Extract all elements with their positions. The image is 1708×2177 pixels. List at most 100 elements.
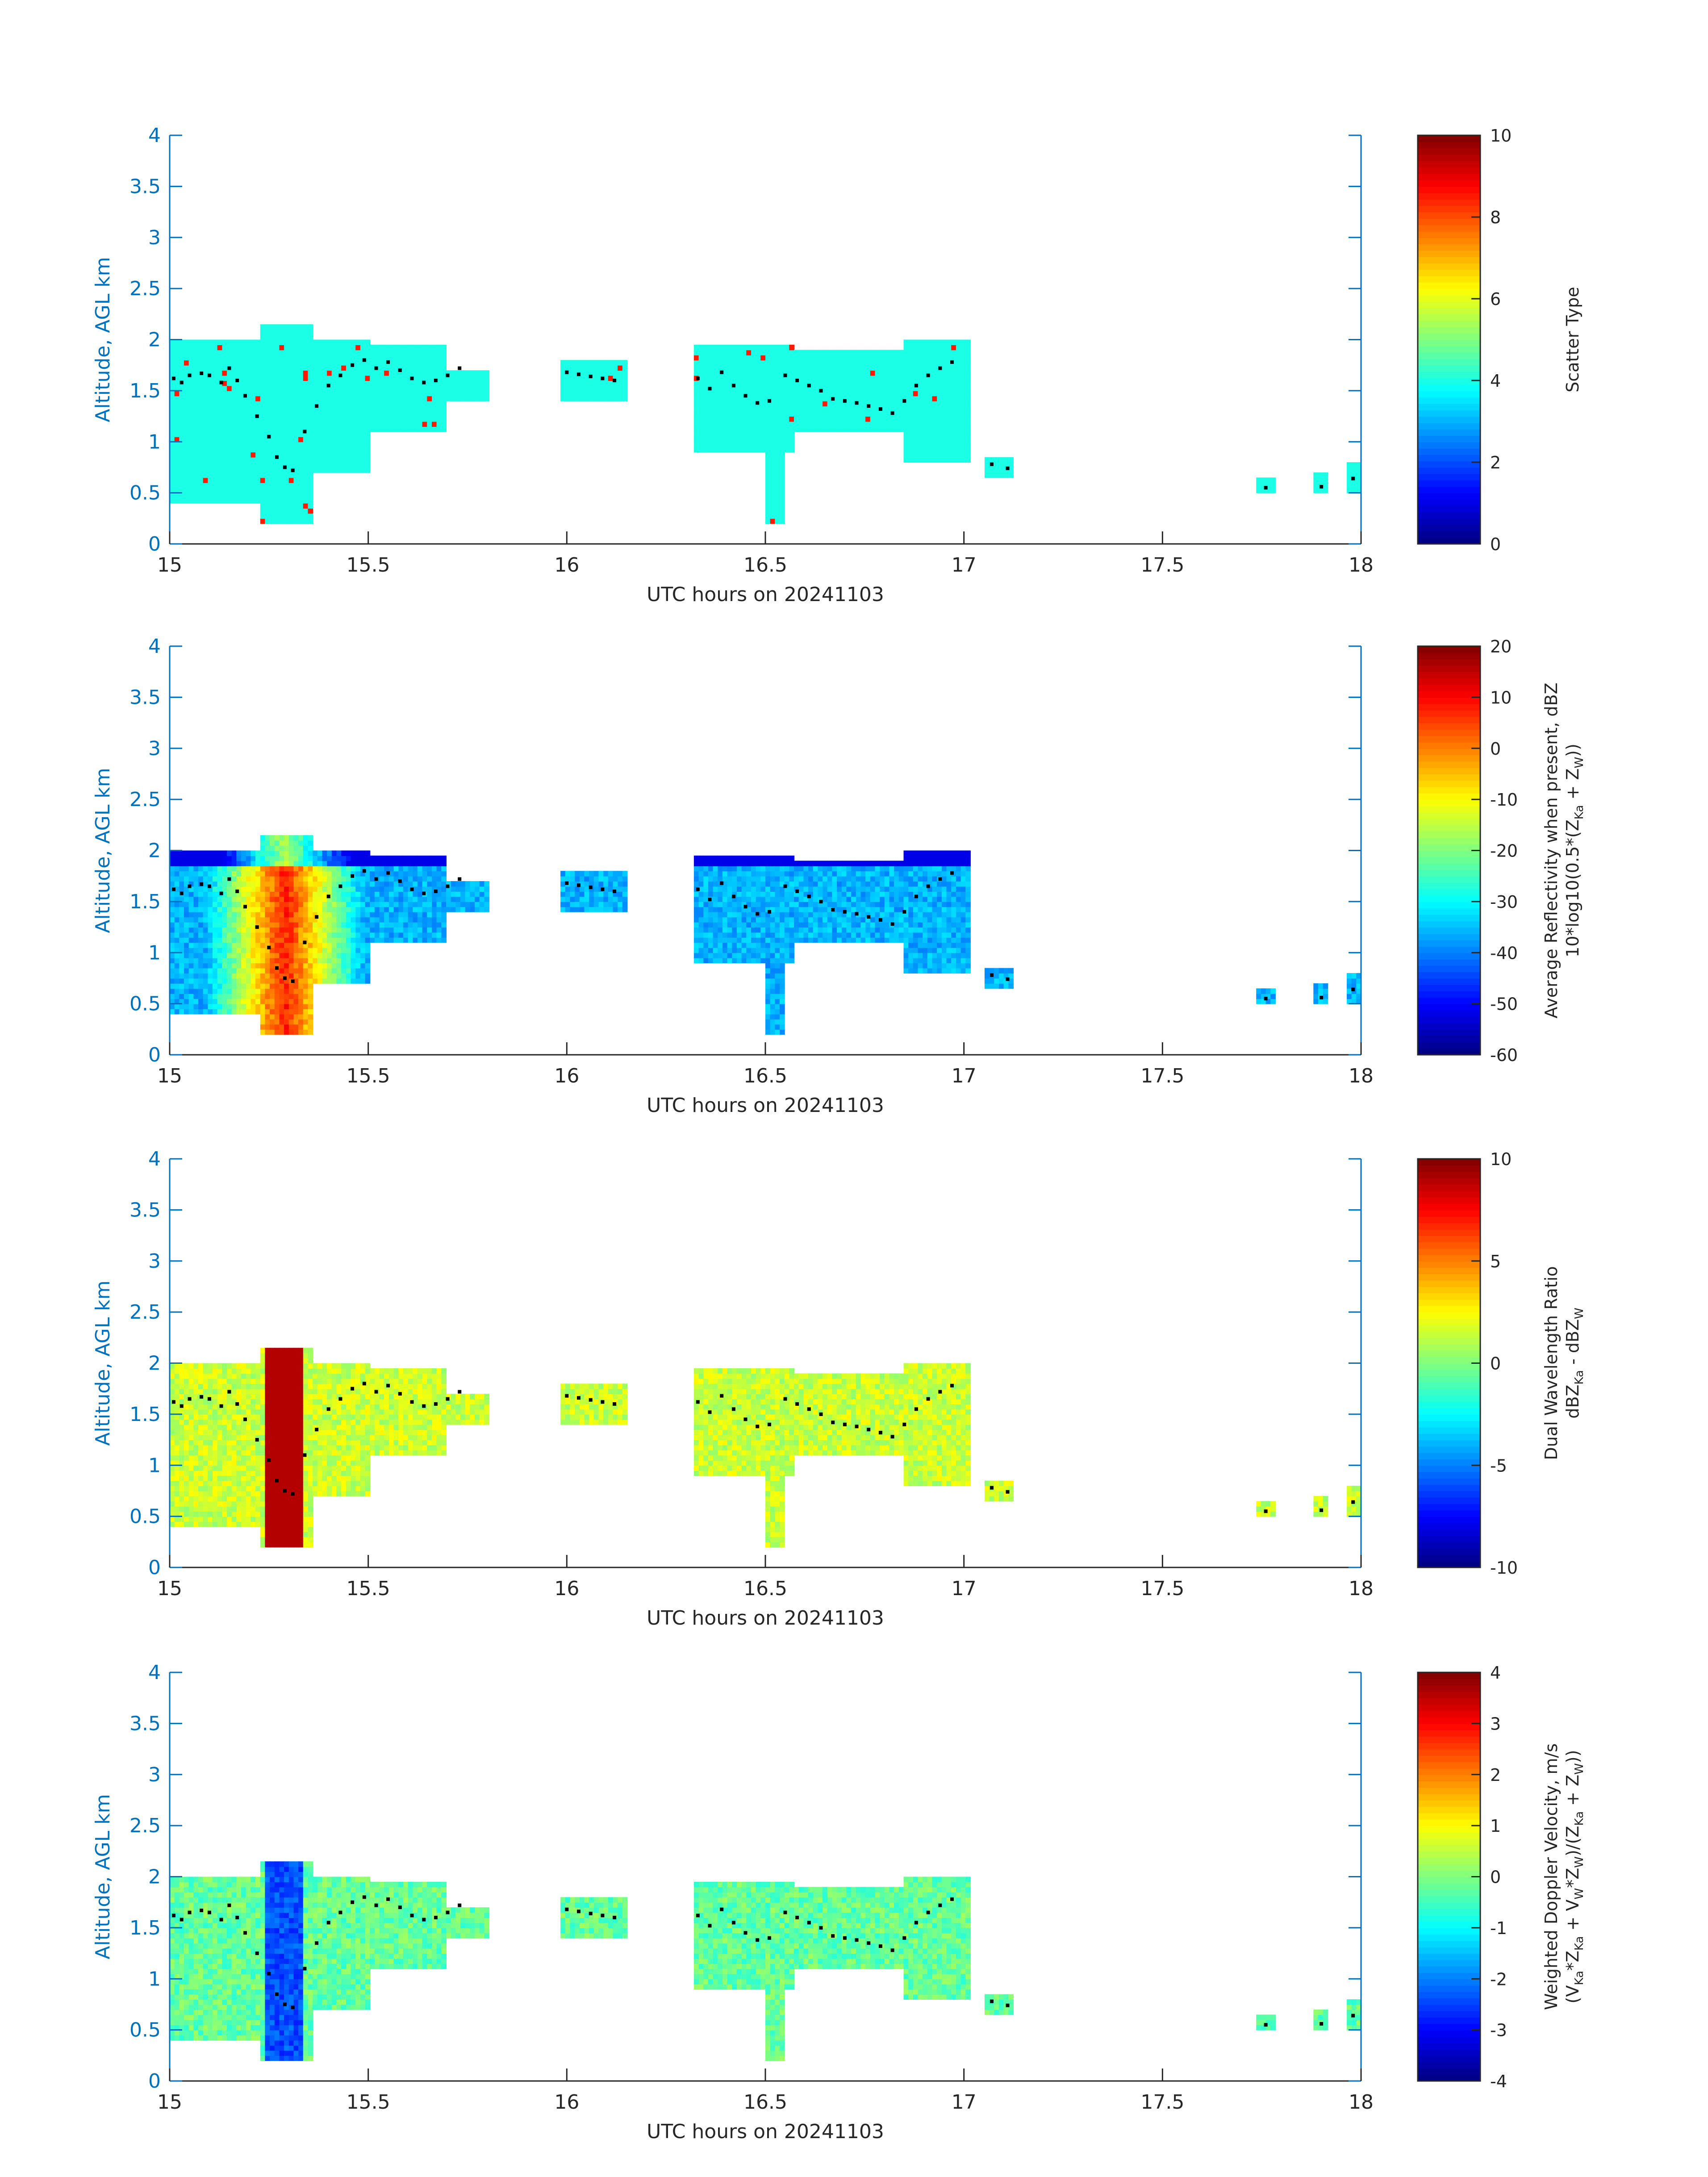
heatmap-cell (436, 911, 442, 918)
heatmap-cell (260, 978, 266, 984)
heatmap-cell (565, 871, 571, 877)
colorbar-cell (1418, 422, 1480, 430)
heatmap-cell (246, 385, 251, 391)
heatmap-cell (808, 396, 814, 401)
heatmap-cell (174, 493, 180, 498)
heatmap-cell (884, 380, 890, 386)
heatmap-cell (217, 401, 223, 407)
heatmap-cell (823, 396, 828, 401)
heatmap-cell (217, 482, 223, 489)
heatmap-cell (251, 411, 256, 417)
heatmap-cell (746, 426, 752, 432)
heatmap-cell (284, 513, 289, 519)
heatmap-cell (279, 871, 285, 877)
heatmap-cell (327, 871, 332, 877)
heatmap-cell (208, 467, 213, 473)
heatmap-cell (179, 431, 184, 437)
heatmap-cell (179, 385, 184, 391)
heatmap-cell (370, 861, 375, 866)
heatmap-cell (298, 840, 304, 846)
heatmap-cell (255, 988, 261, 994)
heatmap-cell (193, 482, 199, 489)
heatmap-cell (784, 390, 790, 397)
heatmap-cell (622, 370, 628, 376)
heatmap-cell (170, 937, 175, 943)
heatmap-cell (270, 855, 275, 861)
heatmap-cell (846, 416, 852, 422)
heatmap-cell (313, 457, 318, 463)
heatmap-cell (236, 855, 242, 861)
heatmap-cell (322, 917, 328, 923)
heatmap-cell (365, 957, 371, 964)
heatmap-cell (765, 436, 771, 443)
heatmap-cell (484, 380, 490, 386)
heatmap-cell (293, 963, 299, 969)
heatmap-cell (298, 911, 304, 918)
heatmap-cell (898, 385, 904, 391)
heatmap-cell (351, 968, 356, 974)
heatmap-cell (1356, 477, 1361, 483)
heatmap-cell (336, 365, 342, 371)
heatmap-cell (446, 907, 451, 912)
heatmap-cell (460, 896, 466, 902)
heatmap-cell (346, 963, 351, 969)
heatmap-cell (288, 472, 294, 478)
heatmap-cell (932, 365, 938, 371)
heatmap-cell (270, 390, 275, 397)
heatmap-cell (403, 865, 409, 872)
heatmap-cell (246, 901, 251, 907)
heatmap-cell (260, 886, 266, 892)
heatmap-cell (260, 1014, 266, 1020)
heatmap-cell (336, 901, 342, 907)
heatmap-cell (370, 344, 375, 351)
heatmap-cell (718, 390, 723, 397)
heatmap-cell (860, 350, 866, 355)
heatmap-cell (360, 968, 366, 974)
heatmap-cell (441, 896, 447, 902)
heatmap-cell (560, 375, 566, 381)
heatmap-cell (255, 339, 261, 345)
heatmap-cell (184, 1009, 189, 1015)
heatmap-cell (432, 406, 437, 412)
heatmap-cell (298, 390, 304, 397)
heatmap-cell (803, 411, 809, 417)
heatmap-cell (270, 917, 275, 923)
heatmap-cell (174, 416, 180, 422)
heatmap-cell (284, 370, 289, 376)
heatmap-cell (360, 350, 366, 355)
heatmap-cell (193, 886, 199, 892)
heatmap-cell (222, 452, 228, 458)
heatmap-cell (260, 390, 266, 397)
heatmap-cell (174, 973, 180, 979)
heatmap-cell (298, 865, 304, 872)
heatmap-cell (570, 901, 576, 907)
heatmap-cell (584, 896, 590, 902)
heatmap-cell (818, 396, 823, 401)
heatmap-cell (231, 911, 237, 918)
heatmap-cell (365, 855, 371, 861)
heatmap-cell (951, 365, 956, 371)
heatmap-cell (327, 436, 332, 443)
heatmap-cell (174, 447, 180, 453)
heatmap-cell (322, 365, 328, 371)
heatmap-cell (741, 411, 747, 417)
heatmap-cell (303, 431, 309, 437)
heatmap-cell (193, 876, 199, 882)
heatmap-cell (956, 401, 961, 407)
heatmap-cell (756, 411, 761, 417)
heatmap-cell (222, 963, 228, 969)
heatmap-cell (274, 1009, 280, 1015)
heatmap-cell (188, 1009, 194, 1015)
heatmap-cell (284, 365, 289, 371)
heatmap-cell (379, 360, 385, 366)
heatmap-cell (222, 493, 228, 498)
heatmap-cell (174, 498, 180, 504)
heatmap-cell (231, 947, 237, 953)
heatmap-cell (317, 452, 323, 458)
heatmap-cell (322, 344, 328, 351)
heatmap-cell (265, 416, 271, 422)
heatmap-cell (737, 396, 742, 401)
heatmap-cell (593, 891, 599, 897)
heatmap-cell (422, 426, 428, 432)
heatmap-cell (331, 942, 337, 948)
